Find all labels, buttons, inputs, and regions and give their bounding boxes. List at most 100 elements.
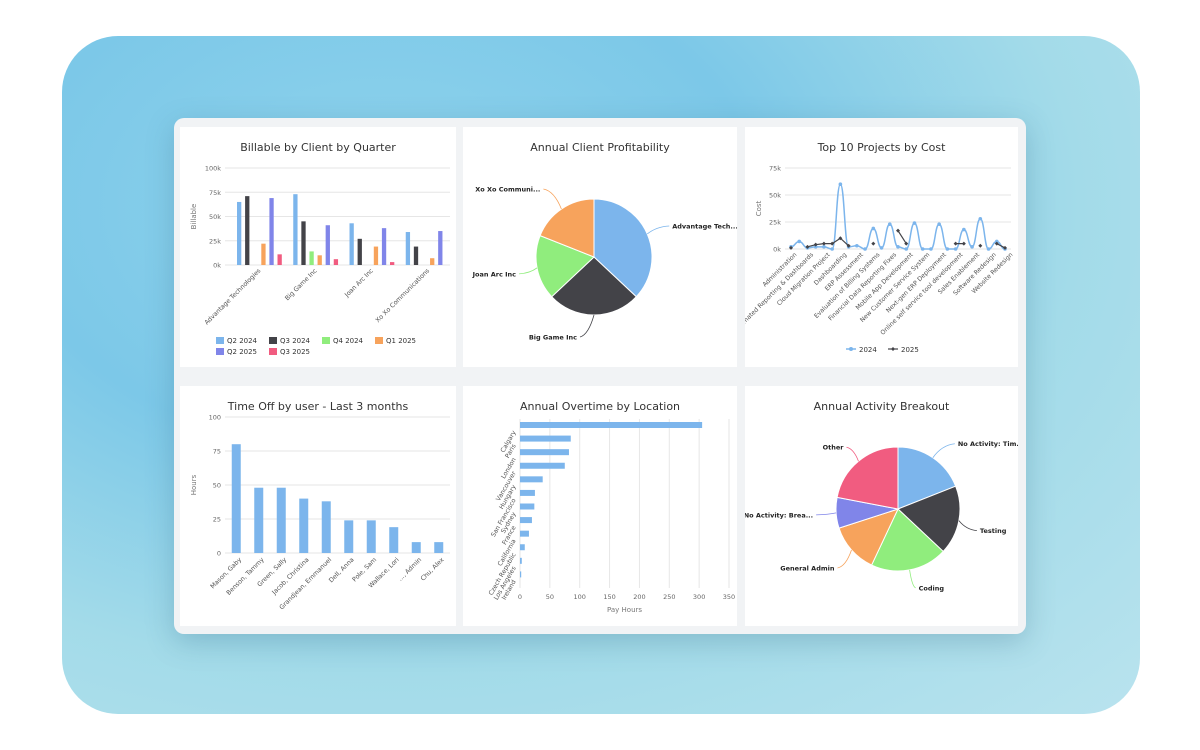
legend-item: Q2 2025 [227,348,257,356]
y-tick-label: 100k [205,165,221,173]
bar [520,544,525,551]
point-2025 [953,241,958,246]
bar [413,246,419,265]
panel-activity: Annual Activity Breakout No Activity: Ti… [745,386,1018,626]
pie-label: No Activity: Tim... [958,440,1018,448]
x-tick-label: Xo Xo Communications [374,267,431,324]
point-2024 [855,243,859,248]
point-2024 [920,247,925,251]
y-tick-label: 75k [209,189,221,197]
bar [520,571,522,578]
bar [277,254,282,265]
bar [317,255,322,265]
pie-label: Advantage Tech... [672,222,737,230]
bar [520,462,565,469]
pie-connector [646,225,670,235]
panel-title: Billable by Client by Quarter [240,141,396,154]
bar [309,251,314,265]
legend-item: Q4 2024 [333,337,364,345]
point-2024 [797,239,802,244]
pie-connector [958,520,977,532]
bar [390,262,395,265]
point-2025 [1003,245,1007,250]
pie-connector [579,314,595,338]
pie-connector [909,569,916,589]
billable-chart: 0k 25k 50k 75k 100k Billable Advantage Technol… [190,165,450,356]
point-2024 [879,246,884,250]
legend-swatch [216,337,224,344]
pie-label: Other [823,444,845,452]
x-tick-label: 150 [603,593,615,601]
x-tick-label: 200 [633,593,645,601]
bar [254,487,264,553]
y-axis-label: Hours [190,474,198,495]
bar [344,520,354,553]
point-2025 [871,241,876,246]
panel-timeoff: Time Off by user - Last 3 months 0 25 50 75… [180,386,456,626]
bar [293,194,298,265]
x-tick-label: 0 [518,593,522,601]
bar [366,520,376,553]
point-2024 [830,247,834,251]
legend-item: 2025 [901,346,919,354]
y-tick-label: 100 [209,414,221,422]
point-2024 [887,222,892,226]
panel-profit: Annual Client Profitability Advantage Te… [463,127,737,367]
point-2024 [962,227,966,232]
legend-item: Q3 2025 [280,348,310,356]
legend-swatch [216,348,224,355]
pie-slice [535,234,595,298]
bar [299,498,309,553]
bar [434,542,444,553]
legend-marker [849,347,853,351]
x-tick-label: 50 [546,593,554,601]
legend-item: Q2 2024 [227,337,258,345]
point-2024 [953,247,958,251]
bar [231,444,241,553]
panel-title: Top 10 Projects by Cost [817,141,946,154]
bar [411,542,421,553]
point-2024 [986,247,991,251]
legend-item: Q3 2024 [280,337,311,345]
y-tick-label: 75k [769,165,781,173]
point-2024 [994,239,999,244]
point-2025 [805,244,810,249]
panel-title: Time Off by user - Last 3 months [227,400,409,413]
bar [333,259,339,265]
point-2025 [896,228,900,233]
panel-title: Annual Activity Breakout [813,400,950,413]
pie-slice [870,508,944,572]
point-2024 [904,247,909,251]
bar [405,232,411,265]
pie-slice [897,485,961,553]
y-axis-label: Cost [755,200,763,216]
point-2024 [937,222,941,226]
pie-slice [551,256,637,316]
bar [520,517,532,524]
point-2024 [838,182,843,186]
pie-label: No Activity: Brea... [745,511,813,519]
bar [245,196,250,265]
pie-label: Coding [919,584,945,592]
y-tick-label: 25 [213,516,221,524]
panel-title: Annual Client Profitability [530,141,670,154]
point-2024 [978,216,983,221]
x-tick-label: ..., Admin [397,556,423,582]
bar [389,527,399,553]
pie-connector [816,512,837,516]
x-tick-label: 250 [663,593,675,601]
y-tick-label: 50 [213,482,221,490]
bar [357,238,362,265]
pie-label: Xo Xo Communi... [475,186,540,194]
legend-swatch [269,348,277,355]
bar [520,449,569,456]
legend-marker [891,347,895,351]
y-tick-label: 50k [209,213,221,221]
pie-connector [846,446,859,462]
y-tick-label: 25k [769,219,781,227]
x-tick-label: Chu, Alex [420,556,446,582]
y-tick-label: 0 [217,550,221,558]
